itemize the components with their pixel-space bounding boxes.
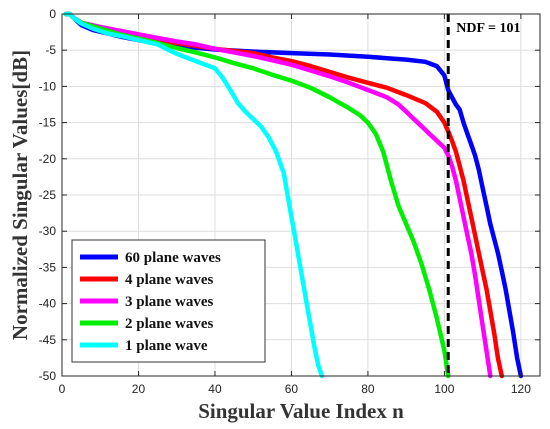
- legend-label-2: 4 plane waves: [125, 272, 214, 288]
- legend-label-1: 60 plane waves: [125, 250, 221, 266]
- axes: [61, 13, 541, 377]
- legend-label-5: 1 plane wave: [125, 338, 208, 354]
- y-tick-label: -25: [39, 188, 57, 202]
- x-tick-label: 80: [361, 382, 375, 396]
- y-tick-label: -40: [39, 297, 57, 311]
- y-tick-label: -5: [45, 43, 56, 57]
- y-tick-label: -15: [39, 116, 57, 130]
- legend-label-4: 2 plane waves: [125, 316, 214, 332]
- y-tick-label: -10: [39, 79, 57, 93]
- y-tick-label: -35: [39, 260, 57, 274]
- y-tick-label: -20: [39, 152, 57, 166]
- y-tick-label: -30: [39, 224, 57, 238]
- legend: 60 plane waves 4 plane waves 3 plane waves…: [71, 239, 266, 363]
- x-tick-label: 40: [208, 382, 222, 396]
- series-group: [63, 11, 524, 379]
- y-tick-label: -50: [39, 369, 57, 383]
- x-tick-label: 0: [59, 382, 66, 396]
- tick-labels: 0 20 40 60 80 100 120 0 -5 -10 -15 -20 -25 -30 -35 -40 -…: [39, 7, 532, 396]
- x-tick-label: 60: [285, 382, 299, 396]
- ndf-label: NDF = 101: [456, 21, 520, 36]
- x-tick-label: 120: [511, 382, 531, 396]
- x-tick-label: 100: [434, 382, 454, 396]
- y-tick-label: 0: [49, 7, 56, 21]
- ndf-annotation: NDF = 101: [446, 14, 520, 376]
- x-axis-label: Singular Value Index n: [198, 399, 404, 423]
- series-line-5: [63, 11, 325, 379]
- y-tick-label: -45: [39, 333, 57, 347]
- y-axis-label: Normalized Singular Values[dB]: [8, 50, 32, 340]
- x-tick-label: 20: [132, 382, 146, 396]
- series-line-3: [63, 11, 493, 379]
- legend-label-3: 3 plane waves: [125, 294, 214, 310]
